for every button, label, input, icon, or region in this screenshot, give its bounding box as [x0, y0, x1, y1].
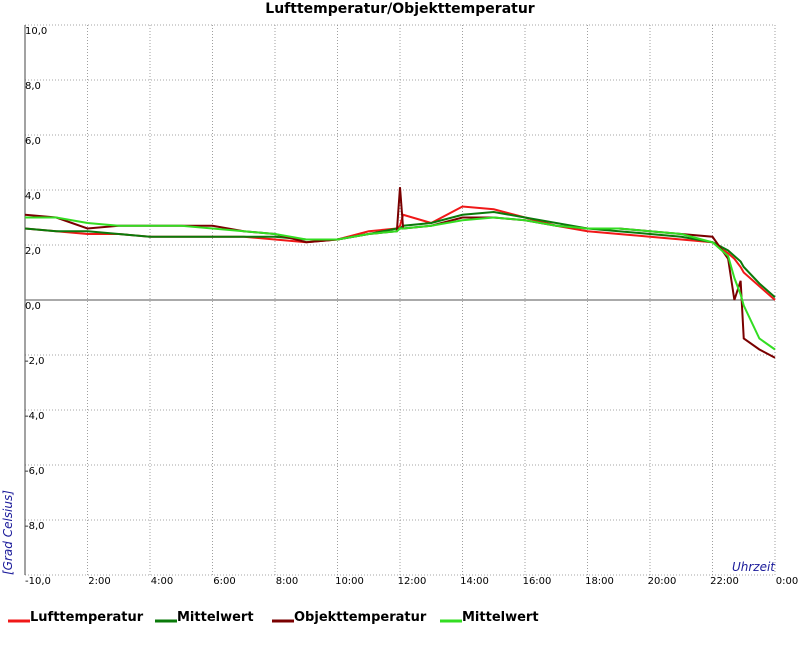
x-tick-label: 18:00 [585, 576, 614, 587]
x-tick-label: 0:00 [776, 576, 798, 587]
x-tick-label: 14:00 [460, 576, 489, 587]
legend-label: Lufttemperatur [30, 610, 144, 625]
series-line [25, 216, 776, 351]
legend-label: Mittelwert [177, 610, 254, 625]
series-line [24, 210, 776, 299]
y-tick-label: 2,0 [25, 246, 41, 257]
y-tick-label: 4,0 [25, 191, 41, 202]
y-tick-label: 0,0 [25, 301, 41, 312]
chart-title: Lufttemperatur/Objekttemperatur [265, 1, 535, 17]
x-tick-label: 8:00 [276, 576, 298, 587]
y-tick-label: -4,0 [25, 411, 45, 422]
x-tick-label: 2:00 [88, 576, 110, 587]
x-tick-label: 10:00 [335, 576, 364, 587]
x-tick-label: 12:00 [398, 576, 427, 587]
y-tick-label: -8,0 [25, 521, 45, 532]
x-tick-label: 22:00 [710, 576, 739, 587]
x-tick-label: 4:00 [151, 576, 173, 587]
legend-label: Mittelwert [462, 610, 539, 625]
x-tick-label: 6:00 [213, 576, 235, 587]
x-tick-label: 20:00 [648, 576, 677, 587]
x-axis-label: Uhrzeit [732, 560, 776, 574]
y-tick-label: -10,0 [25, 576, 51, 587]
y-tick-label: -2,0 [25, 356, 45, 367]
series-line [24, 187, 776, 359]
y-tick-label: 6,0 [25, 136, 41, 147]
legend-label: Objekttemperatur [294, 610, 427, 625]
y-tick-label: -6,0 [25, 466, 45, 477]
y-tick-label: 8,0 [25, 81, 41, 92]
x-tick-label: 16:00 [523, 576, 552, 587]
y-axis-label: [Grad Celsius] [1, 490, 15, 575]
y-tick-label: 10,0 [25, 26, 47, 37]
